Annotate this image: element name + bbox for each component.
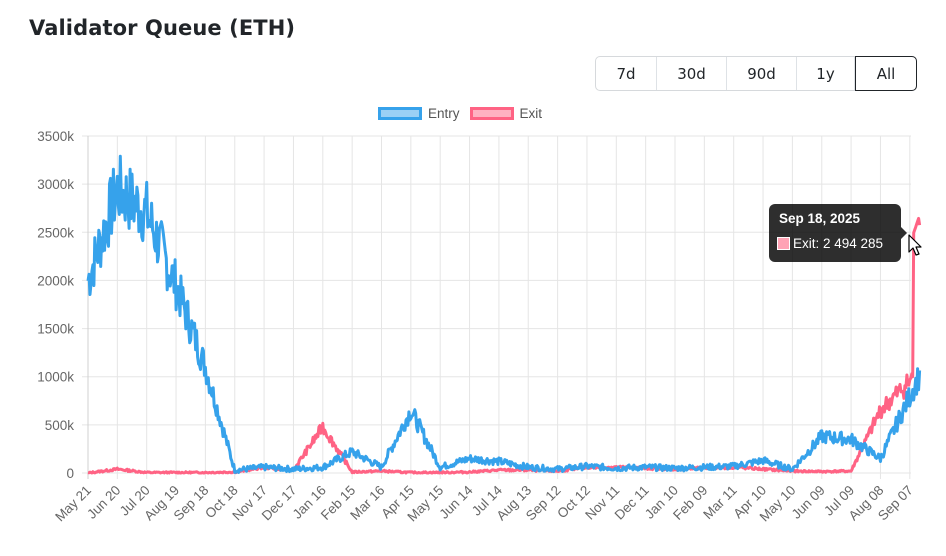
range-button-1y[interactable]: 1y bbox=[797, 57, 855, 90]
x-tick-label: Sep 18 bbox=[171, 483, 212, 524]
x-tick-label: Aug 08 bbox=[846, 483, 887, 524]
legend-item-entry[interactable]: Entry bbox=[378, 106, 460, 121]
x-tick-label: Feb 09 bbox=[670, 483, 710, 523]
x-tick-label: Jun 09 bbox=[789, 483, 828, 522]
x-tick-label: Sep 07 bbox=[875, 483, 916, 524]
x-tick-label: Jun 14 bbox=[436, 482, 476, 522]
x-tick-label: Apr 15 bbox=[378, 483, 417, 522]
mouse-pointer-icon bbox=[908, 234, 922, 256]
x-tick-label: Dec 17 bbox=[259, 483, 300, 524]
y-tick-label: 3000k bbox=[37, 177, 74, 192]
x-tick-label: Mar 11 bbox=[700, 483, 740, 523]
time-range-selector: 7d 30d 90d 1y All bbox=[595, 56, 917, 91]
x-tick-label: Jul 09 bbox=[821, 483, 857, 519]
y-tick-label: 3500k bbox=[37, 129, 74, 144]
range-button-30d[interactable]: 30d bbox=[657, 57, 727, 90]
x-tick-label: Dec 11 bbox=[612, 483, 652, 523]
y-tick-label: 2000k bbox=[37, 273, 74, 288]
range-button-7d[interactable]: 7d bbox=[596, 57, 657, 90]
x-tick-label: Mar 16 bbox=[347, 483, 387, 523]
legend-label-entry: Entry bbox=[428, 106, 460, 121]
x-tick-label: Jul 20 bbox=[117, 483, 153, 519]
chart-tooltip: Sep 18, 2025 Exit: 2 494 285 bbox=[769, 204, 907, 262]
y-tick-label: 1500k bbox=[37, 322, 74, 337]
x-tick-label: Feb 15 bbox=[318, 483, 358, 523]
x-tick-label: Aug 19 bbox=[141, 483, 182, 524]
y-tick-label: 0 bbox=[66, 466, 74, 481]
chart-grid bbox=[82, 135, 911, 479]
tooltip-body: Exit: 2 494 285 bbox=[777, 236, 883, 251]
exit-swatch-icon bbox=[469, 107, 514, 120]
legend-label-exit: Exit bbox=[519, 106, 543, 121]
entry-swatch-icon bbox=[378, 107, 422, 120]
y-tick-label: 2500k bbox=[37, 225, 74, 240]
x-tick-label: May 10 bbox=[757, 483, 799, 525]
x-tick-label: Oct 18 bbox=[202, 483, 241, 522]
y-axis: 0 500k 1000k 1500k 2000k 2500k 3000k 3500k bbox=[37, 129, 74, 481]
tooltip-title: Sep 18, 2025 bbox=[779, 211, 861, 226]
x-tick-label: Jul 14 bbox=[469, 482, 505, 518]
tooltip-label: Exit: 2 494 285 bbox=[793, 236, 884, 251]
exit-swatch-icon bbox=[777, 237, 790, 250]
range-button-90d[interactable]: 90d bbox=[727, 57, 797, 90]
tooltip-caret-icon bbox=[901, 227, 907, 239]
legend-item-exit[interactable]: Exit bbox=[469, 106, 543, 121]
x-tick-label: Nov 17 bbox=[229, 483, 270, 524]
x-tick-label: Aug 13 bbox=[494, 483, 535, 524]
x-tick-label: Jan 10 bbox=[642, 483, 681, 522]
x-tick-label: Oct 12 bbox=[554, 483, 593, 522]
range-button-all[interactable]: All bbox=[855, 56, 917, 91]
y-tick-label: 500k bbox=[45, 418, 75, 433]
page-title: Validator Queue (ETH) bbox=[29, 16, 296, 40]
chart-legend: Entry Exit bbox=[378, 106, 552, 121]
x-tick-label: May 15 bbox=[404, 483, 446, 525]
x-tick-label: May 21 bbox=[52, 483, 94, 525]
x-tick-label: Jun 20 bbox=[84, 483, 123, 522]
y-tick-label: 1000k bbox=[37, 370, 74, 385]
x-tick-label: Sep 12 bbox=[523, 483, 564, 524]
x-tick-label: Jan 16 bbox=[290, 483, 329, 522]
x-tick-label: Apr 10 bbox=[730, 483, 769, 522]
x-tick-label: Nov 11 bbox=[582, 483, 622, 523]
